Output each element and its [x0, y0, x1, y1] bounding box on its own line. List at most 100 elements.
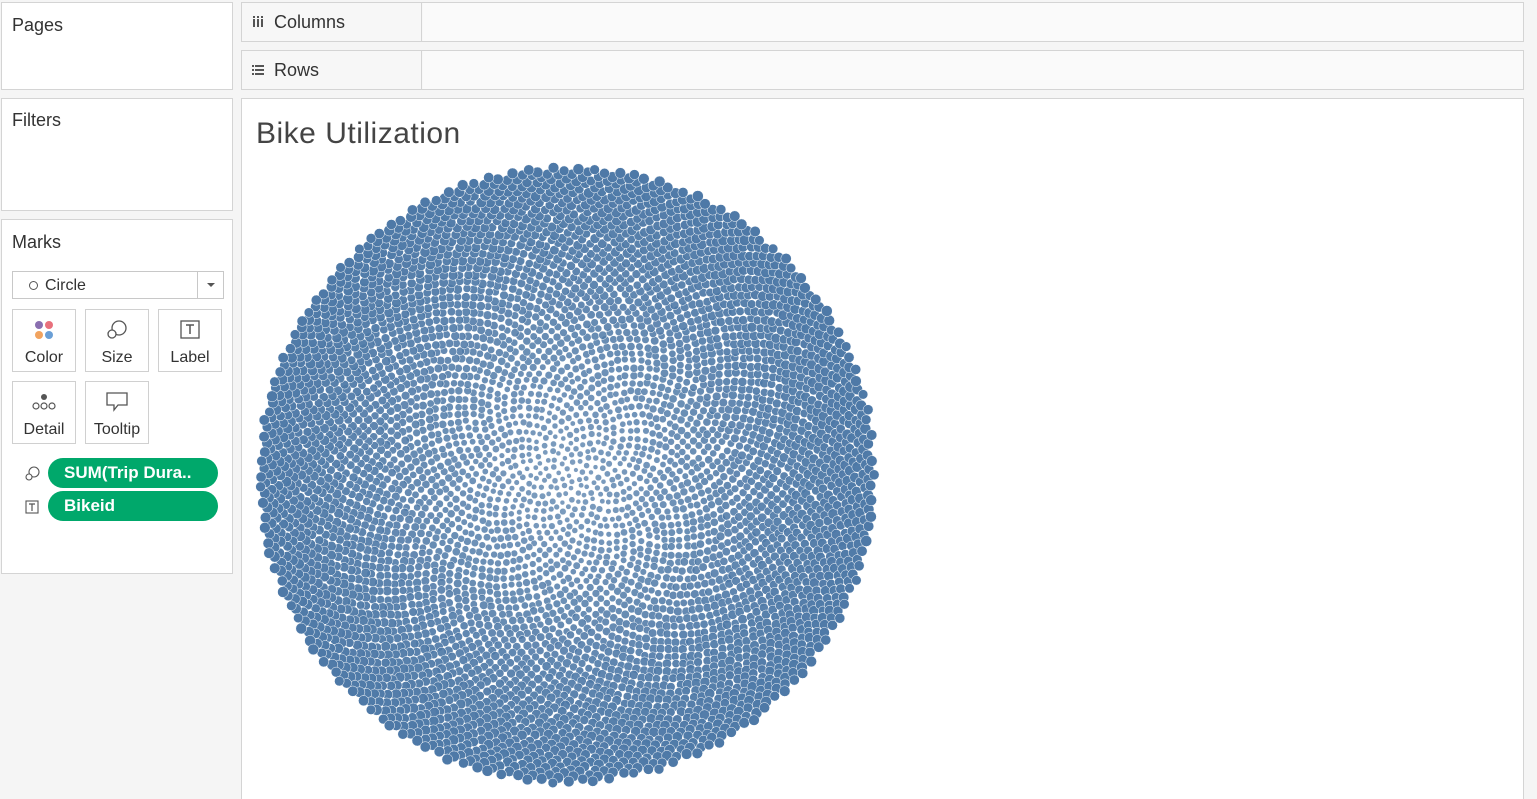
bubble-mark[interactable]: [613, 349, 622, 357]
bubble-mark[interactable]: [689, 447, 698, 456]
bubble-mark[interactable]: [712, 469, 720, 477]
bubble-mark[interactable]: [648, 429, 657, 438]
bubble-mark[interactable]: [565, 617, 573, 625]
bubble-mark[interactable]: [542, 561, 550, 569]
bubble-mark[interactable]: [479, 516, 487, 525]
bubble-mark[interactable]: [548, 505, 555, 513]
bubble-mark[interactable]: [426, 422, 435, 432]
bubble-mark[interactable]: [636, 551, 645, 559]
bubble-mark[interactable]: [548, 535, 555, 542]
bubble-mark[interactable]: [576, 418, 584, 425]
bubble-mark[interactable]: [649, 562, 659, 571]
bubble-mark[interactable]: [629, 356, 637, 364]
bubble-mark[interactable]: [644, 358, 652, 367]
bubble-mark[interactable]: [676, 467, 684, 475]
bubble-mark[interactable]: [455, 446, 464, 455]
bubble-mark[interactable]: [659, 556, 667, 565]
bubble-mark[interactable]: [761, 371, 771, 381]
bubble-mark[interactable]: [447, 464, 456, 473]
bubble-mark[interactable]: [602, 558, 610, 567]
bubble-mark[interactable]: [627, 435, 634, 442]
bubble-mark[interactable]: [632, 418, 641, 426]
bubble-mark[interactable]: [486, 461, 494, 469]
bubble-mark[interactable]: [704, 486, 713, 495]
bubble-mark[interactable]: [529, 429, 537, 436]
bubble-mark[interactable]: [502, 558, 511, 567]
bubble-mark[interactable]: [650, 596, 659, 606]
bubble-mark[interactable]: [370, 323, 381, 333]
bubble-mark[interactable]: [638, 410, 647, 419]
bubble-mark[interactable]: [707, 372, 717, 382]
bubble-mark[interactable]: [673, 432, 682, 441]
bubble-mark[interactable]: [493, 640, 503, 650]
bubble-mark[interactable]: [545, 472, 553, 480]
bubble-mark[interactable]: [496, 534, 505, 543]
bubble-mark[interactable]: [546, 337, 555, 345]
bubble-mark[interactable]: [628, 303, 638, 312]
bubble-mark[interactable]: [623, 586, 632, 594]
bubble-mark[interactable]: [645, 531, 654, 540]
bubble-mark[interactable]: [670, 637, 681, 648]
bubble-mark[interactable]: [477, 398, 486, 407]
bubble-mark[interactable]: [556, 620, 565, 629]
bubble-mark[interactable]: [638, 450, 647, 458]
bubble-mark[interactable]: [462, 284, 472, 293]
bubble-mark[interactable]: [405, 414, 414, 424]
bubble-mark[interactable]: [447, 387, 456, 395]
bubble-mark[interactable]: [426, 399, 435, 408]
bubble-mark[interactable]: [628, 509, 636, 517]
bubble-mark[interactable]: [597, 546, 606, 555]
bubble-mark[interactable]: [637, 394, 646, 403]
bubble-mark[interactable]: [521, 290, 531, 300]
bubble-mark[interactable]: [611, 399, 619, 407]
bubble-mark[interactable]: [498, 332, 507, 342]
bubble-mark[interactable]: [514, 377, 522, 386]
bubble-mark[interactable]: [647, 586, 656, 595]
bubble-mark[interactable]: [631, 516, 640, 524]
bubble-mark[interactable]: [509, 566, 517, 574]
bubble-mark[interactable]: [511, 603, 520, 612]
bubble-mark[interactable]: [716, 463, 726, 473]
bubble-mark[interactable]: [656, 481, 664, 490]
bubble-mark[interactable]: [400, 436, 410, 445]
bubble-mark[interactable]: [482, 551, 490, 559]
bubble-mark[interactable]: [389, 513, 398, 522]
bubble-mark[interactable]: [525, 543, 534, 551]
bubble-mark[interactable]: [552, 433, 559, 440]
bubble-mark[interactable]: [418, 548, 427, 557]
bubble-mark[interactable]: [700, 579, 710, 588]
bubble-mark[interactable]: [396, 449, 406, 459]
bubble-mark[interactable]: [407, 496, 416, 505]
bubble-mark[interactable]: [431, 340, 441, 350]
bubble-mark[interactable]: [498, 610, 507, 619]
bubble-mark[interactable]: [495, 348, 504, 357]
bubble-mark[interactable]: [582, 498, 589, 506]
bubble-mark[interactable]: [425, 498, 434, 507]
bubble-mark[interactable]: [607, 359, 615, 367]
bubble-mark[interactable]: [492, 465, 500, 473]
bubble-mark[interactable]: [674, 382, 683, 391]
bubble-mark[interactable]: [534, 398, 541, 405]
bubble-mark[interactable]: [457, 535, 465, 543]
bubble-mark[interactable]: [556, 519, 564, 526]
bubble-mark[interactable]: [496, 551, 505, 560]
bubble-mark[interactable]: [649, 381, 658, 390]
bubble-mark[interactable]: [653, 507, 662, 516]
bubble-mark[interactable]: [536, 289, 546, 299]
bubble-mark[interactable]: [587, 627, 596, 637]
bubble-mark[interactable]: [552, 310, 561, 318]
bubble-mark[interactable]: [598, 330, 608, 340]
bubble-mark[interactable]: [447, 316, 456, 325]
bubble-mark[interactable]: [386, 406, 396, 416]
bubble-mark[interactable]: [504, 447, 512, 454]
bubble-mark[interactable]: [423, 468, 432, 477]
bubble-mark[interactable]: [704, 455, 714, 465]
bubble-mark[interactable]: [653, 533, 661, 541]
bubble-mark[interactable]: [629, 555, 637, 563]
bubble-mark[interactable]: [520, 536, 529, 545]
bubble-mark[interactable]: [631, 411, 638, 419]
bubble-mark[interactable]: [568, 478, 575, 485]
bubble-mark[interactable]: [592, 454, 600, 462]
bubble-mark[interactable]: [538, 581, 547, 590]
bubble-mark[interactable]: [643, 593, 652, 602]
